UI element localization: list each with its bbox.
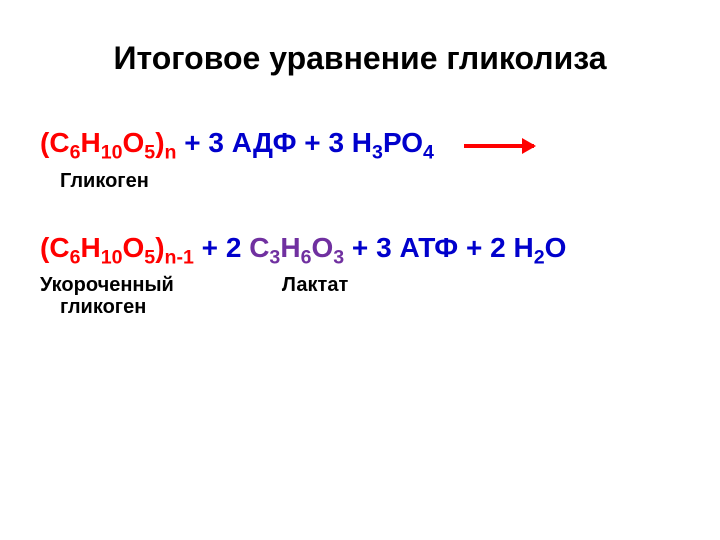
shortened-glycogen-formula: (С6Н10О5)n-1 (40, 232, 194, 263)
plus-sign: + (194, 232, 226, 263)
adp-label: АДФ (232, 127, 297, 158)
lactate-formula: С3Н6О3 (249, 232, 344, 263)
glycogen-annotation: Гликоген (60, 170, 680, 192)
coef-2: 2 (226, 232, 249, 263)
lactate-annotation: Лактат (282, 274, 348, 318)
coef-3: 3 (208, 127, 231, 158)
slide-title: Итоговое уравнение гликолиза (40, 40, 680, 77)
plus-sign: + (176, 127, 208, 158)
coef-2b: 2 (490, 232, 513, 263)
plus-sign: + (458, 232, 490, 263)
glycogen-formula: (С6Н10О5)n (40, 127, 176, 158)
coef-3b: 3 (328, 127, 351, 158)
h2o-formula: Н2О (513, 232, 566, 263)
reaction-arrow-icon (464, 144, 534, 148)
plus-sign: + (297, 127, 329, 158)
equation-line-2: (С6Н10О5)n-1 + 2 С3Н6О3 + 3 АТФ + 2 Н2О (40, 232, 680, 270)
h3po4-formula: Н3РО4 (352, 127, 434, 158)
equation-line-1: (С6Н10О5)n + 3 АДФ + 3 Н3РО4 (40, 127, 680, 165)
coef-3: 3 (376, 232, 399, 263)
shortened-glycogen-annotation: Укороченный гликоген (40, 274, 174, 318)
atp-label: АТФ (399, 232, 458, 263)
plus-sign: + (344, 232, 376, 263)
